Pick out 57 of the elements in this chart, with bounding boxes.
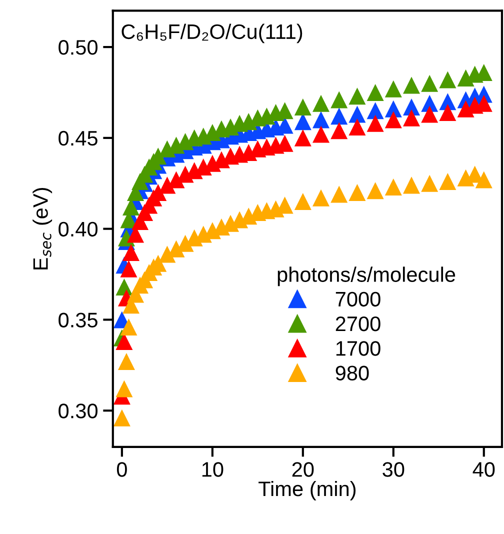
point (366, 84, 384, 101)
y-tick-label: 0.40 (58, 222, 98, 237)
x-tick-label: 30 (382, 462, 404, 477)
point (312, 126, 330, 143)
point (384, 178, 402, 196)
point (330, 91, 348, 108)
point (122, 244, 140, 261)
point (330, 122, 348, 140)
point (475, 171, 492, 188)
point (366, 182, 384, 200)
point (312, 94, 330, 112)
point (439, 71, 456, 88)
point (120, 318, 138, 336)
point (421, 106, 438, 123)
point (120, 260, 138, 278)
point (348, 88, 366, 105)
point (421, 174, 438, 192)
point (118, 353, 135, 370)
point (384, 80, 402, 98)
point (294, 98, 312, 116)
legend-title: photons/s/molecule (278, 266, 456, 286)
point (366, 114, 384, 132)
point (421, 74, 438, 92)
point (158, 246, 176, 263)
y-tick-label: 0.35 (58, 312, 98, 328)
point (348, 106, 366, 123)
point (330, 186, 348, 203)
point (116, 380, 133, 398)
legend-label: 2700 (336, 316, 380, 332)
point (312, 189, 330, 206)
point (402, 109, 420, 126)
y-tick-label: 0.50 (58, 40, 98, 55)
x-tick-label: 10 (202, 462, 224, 477)
x-tick-label: 40 (472, 462, 495, 477)
point (439, 173, 456, 190)
point (312, 111, 330, 128)
legend-label: 1700 (336, 341, 380, 356)
x-tick-label: 0 (116, 462, 127, 477)
y-tick-label: 0.45 (58, 130, 98, 146)
legend-label: 980 (336, 366, 369, 380)
point (113, 409, 130, 426)
point (294, 193, 312, 210)
annotation: C₆H₅F/D₂O/Cu(111) (122, 24, 302, 44)
x-tick-label: 20 (292, 462, 314, 477)
point (366, 102, 384, 120)
point (330, 108, 348, 125)
y-axis-title: E$_{sec}$ (eV) (32, 188, 52, 270)
y-tick-label: 0.30 (58, 404, 98, 418)
point (402, 176, 420, 194)
x-axis-title: Time (min) (258, 480, 356, 500)
point (294, 129, 312, 146)
point (348, 118, 366, 136)
point (402, 76, 420, 94)
legend-label: 7000 (336, 292, 380, 307)
point (439, 104, 456, 121)
point (384, 111, 402, 128)
point (348, 184, 366, 201)
